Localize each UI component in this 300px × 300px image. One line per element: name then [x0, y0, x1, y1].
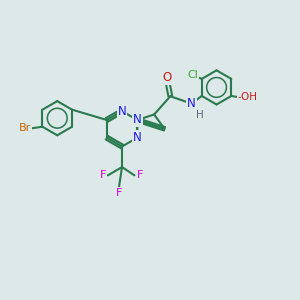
- Text: F: F: [136, 170, 143, 180]
- Text: N: N: [187, 97, 196, 110]
- Text: -OH: -OH: [238, 92, 257, 102]
- Text: H: H: [196, 110, 204, 120]
- Text: F: F: [116, 188, 122, 198]
- Text: Cl: Cl: [187, 70, 198, 80]
- Text: N: N: [133, 113, 142, 127]
- Text: N: N: [118, 105, 126, 118]
- Text: F: F: [99, 170, 106, 180]
- Text: Br: Br: [19, 123, 31, 133]
- Text: O: O: [162, 71, 171, 85]
- Text: N: N: [133, 131, 142, 144]
